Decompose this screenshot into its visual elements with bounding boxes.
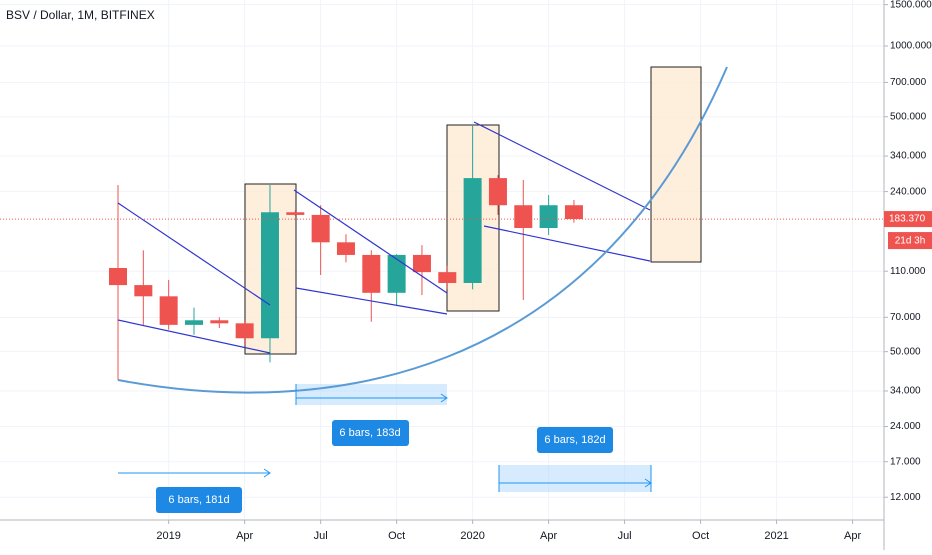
label-box bbox=[537, 427, 613, 453]
candle-body bbox=[286, 212, 305, 215]
trendline bbox=[117, 202, 271, 306]
x-tick-label: Apr bbox=[236, 530, 253, 542]
candle-body bbox=[514, 205, 533, 228]
trendline bbox=[473, 121, 651, 211]
candle-body bbox=[134, 285, 153, 297]
candle-body bbox=[463, 178, 482, 283]
chart-title: BSV / Dollar, 1M, BITFINEX bbox=[6, 8, 155, 22]
x-tick-label: Oct bbox=[388, 530, 405, 542]
candle-body bbox=[311, 214, 330, 243]
y-tick-label: 70.000 bbox=[890, 312, 921, 323]
range-labels: 6 bars, 181d 6 bars, 183d 6 bars, 182d bbox=[156, 420, 613, 513]
candles bbox=[109, 125, 583, 381]
trendline bbox=[295, 287, 448, 315]
y-tick-label: 1500.000 bbox=[890, 0, 932, 10]
range-label: 6 bars, 182d bbox=[544, 434, 605, 446]
countdown-label: 21d 3h bbox=[895, 236, 926, 247]
y-tick-label: 110.000 bbox=[890, 266, 926, 277]
y-tick-label: 12.000 bbox=[890, 492, 921, 503]
drawings bbox=[244, 66, 702, 492]
arrow-head bbox=[440, 393, 448, 403]
axes: 1500.000 1000.000 700.000 500.000 340.000 240… bbox=[0, 0, 932, 542]
last-price-label: 183.370 bbox=[889, 214, 926, 225]
candle-body bbox=[109, 268, 127, 286]
label-box bbox=[156, 487, 242, 513]
countdown-box bbox=[888, 232, 932, 250]
x-tick-label: 2019 bbox=[156, 530, 180, 542]
trendlines bbox=[117, 121, 651, 354]
y-tick-label: 1000.000 bbox=[890, 41, 932, 52]
y-tick-label: 700.000 bbox=[890, 77, 927, 88]
x-tick-label: Jul bbox=[618, 530, 632, 542]
candle-body bbox=[387, 254, 406, 293]
candle-body bbox=[362, 254, 381, 293]
candle-body bbox=[184, 320, 203, 325]
candle-body bbox=[539, 205, 558, 228]
range-label: 6 bars, 181d bbox=[168, 494, 229, 506]
label-box bbox=[332, 420, 409, 446]
candle-body bbox=[412, 254, 431, 273]
y-tick-label: 340.000 bbox=[890, 151, 927, 162]
candle-body bbox=[235, 323, 254, 339]
y-tick-label: 34.000 bbox=[890, 386, 921, 397]
x-tick-label: 2021 bbox=[764, 530, 788, 542]
candle-body bbox=[210, 320, 229, 324]
trendline bbox=[483, 225, 651, 262]
last-price-box bbox=[884, 211, 932, 228]
x-tick-label: 2020 bbox=[460, 530, 484, 542]
x-tick-label: Apr bbox=[540, 530, 557, 542]
y-tick-label: 17.000 bbox=[890, 456, 921, 467]
candle-body bbox=[488, 178, 507, 206]
x-tick-label: Oct bbox=[692, 530, 709, 542]
candle-body bbox=[438, 272, 457, 283]
candle-body bbox=[564, 205, 583, 220]
range-arrows bbox=[118, 384, 652, 492]
candle-body bbox=[159, 296, 178, 325]
arrow-head bbox=[263, 468, 271, 478]
date-range bbox=[296, 384, 447, 405]
candle-body bbox=[336, 242, 355, 255]
y-tick-label: 240.000 bbox=[890, 186, 927, 197]
range-label: 6 bars, 183d bbox=[339, 427, 400, 439]
y-tick-label: 500.000 bbox=[890, 111, 927, 122]
trendline bbox=[293, 189, 448, 294]
x-tick-label: Apr bbox=[844, 530, 861, 542]
y-tick-label: 50.000 bbox=[890, 346, 921, 357]
x-tick-label: Jul bbox=[314, 530, 328, 542]
y-tick-label: 24.000 bbox=[890, 421, 921, 432]
candle-body bbox=[260, 212, 279, 339]
date-range bbox=[499, 465, 651, 492]
arc bbox=[117, 66, 728, 394]
trendline bbox=[117, 319, 271, 354]
